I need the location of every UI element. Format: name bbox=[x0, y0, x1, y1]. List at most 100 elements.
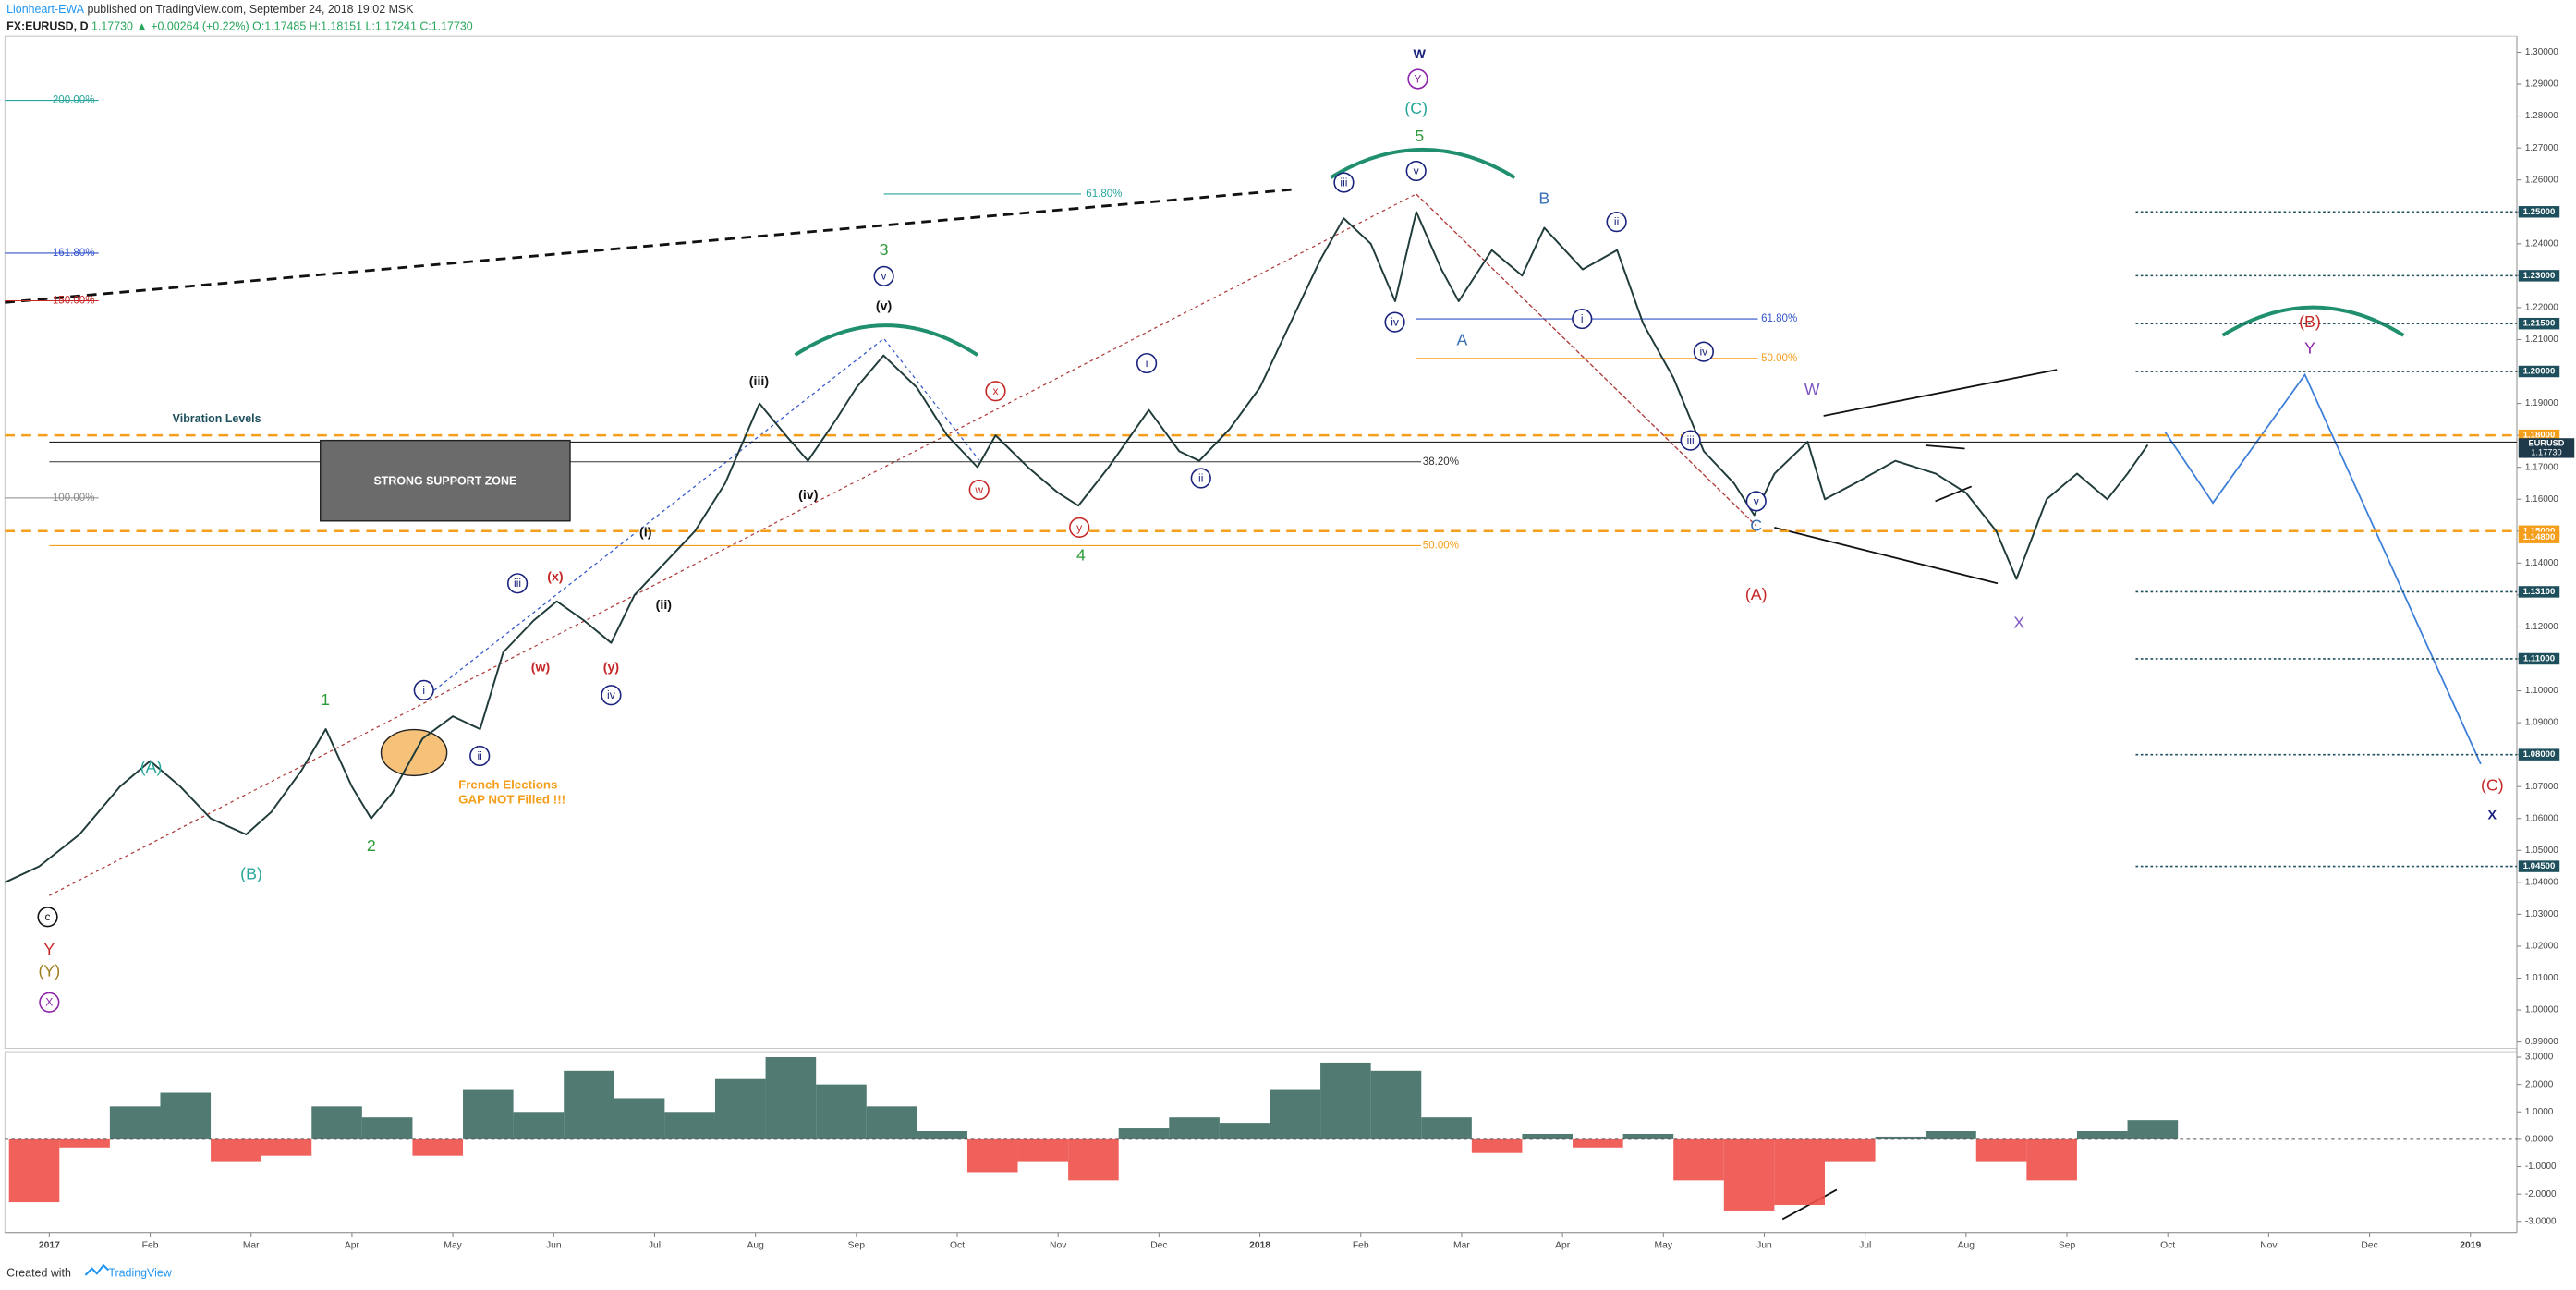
oscillator-bar bbox=[1421, 1117, 1472, 1139]
x-tick-label: Feb bbox=[1353, 1241, 1369, 1251]
oscillator-bar bbox=[1622, 1133, 1674, 1139]
level-label: 1.21500 bbox=[2523, 319, 2556, 329]
x-tick-label: Feb bbox=[142, 1241, 159, 1251]
level-label: 1.15000 bbox=[2523, 526, 2556, 536]
oscillator-bar bbox=[211, 1138, 261, 1162]
note: 61.80% bbox=[1761, 313, 1797, 324]
wave-circle bbox=[1745, 491, 1767, 512]
osc-tick-label: 3.0000 bbox=[2525, 1053, 2554, 1063]
wave-label: v bbox=[1414, 164, 1419, 177]
wave-label: A bbox=[1457, 331, 1468, 349]
oscillator-bar bbox=[1673, 1138, 1724, 1181]
x-tick-label: 2018 bbox=[1249, 1241, 1270, 1251]
y-tick-label: 1.02000 bbox=[2525, 942, 2558, 952]
note: STRONG SUPPORT ZONE bbox=[373, 474, 516, 487]
note: Vibration Levels bbox=[173, 412, 261, 425]
x-tick-label: Sep bbox=[848, 1241, 866, 1251]
wave-circle bbox=[601, 685, 622, 706]
wave-label: (v) bbox=[876, 298, 893, 313]
note: French Elections bbox=[458, 778, 557, 792]
level-label: 1.14800 bbox=[2523, 532, 2556, 542]
y-tick-label: 1.06000 bbox=[2525, 813, 2558, 823]
header-line: Lionheart-EWA published on TradingView.c… bbox=[6, 3, 414, 16]
wave-circle bbox=[1136, 352, 1158, 374]
oscillator-bar bbox=[8, 1138, 60, 1203]
oscillator-bar bbox=[765, 1056, 817, 1139]
wave-label: W bbox=[1414, 47, 1427, 62]
y-tick-label: 1.27000 bbox=[2525, 143, 2558, 153]
wave-label: W bbox=[1804, 380, 1820, 398]
oscillator-bar bbox=[714, 1078, 766, 1139]
oscillator-bar bbox=[664, 1112, 715, 1139]
wave-label: Y bbox=[43, 940, 55, 958]
oscillator-bar bbox=[412, 1138, 464, 1156]
wave-label: ii bbox=[478, 749, 482, 762]
x-tick-label: Mar bbox=[1453, 1241, 1470, 1251]
wave-label: i bbox=[1581, 312, 1584, 325]
brand-logo bbox=[84, 1263, 110, 1276]
arc bbox=[1330, 148, 1516, 179]
x-tick-label: Jul bbox=[1859, 1241, 1871, 1251]
wave-circle bbox=[469, 745, 491, 767]
y-tick-label: 1.24000 bbox=[2525, 238, 2558, 249]
wave-circle bbox=[1190, 468, 1211, 489]
last-price-label: 1.17730 bbox=[2531, 447, 2561, 456]
wave-label: X bbox=[45, 996, 53, 1009]
wave-label: (Y) bbox=[38, 961, 60, 980]
wave-label: iii bbox=[514, 577, 521, 590]
level-tag bbox=[2518, 270, 2560, 282]
wave-label: Y bbox=[1414, 72, 1421, 85]
level-tag bbox=[2518, 652, 2560, 665]
y-tick-label: 1.19000 bbox=[2525, 398, 2558, 408]
footer-created: Created with bbox=[6, 1266, 71, 1279]
wave-label: x bbox=[992, 384, 998, 397]
author[interactable]: Lionheart-EWA bbox=[6, 3, 85, 16]
note: 100.00% bbox=[53, 493, 95, 504]
osc-tick-label: -2.0000 bbox=[2525, 1189, 2557, 1199]
level-label: 1.11000 bbox=[2523, 654, 2555, 664]
triangle-line bbox=[1823, 369, 2058, 417]
oscillator-bar bbox=[1774, 1138, 1825, 1206]
osc-tick-label: 2.0000 bbox=[2525, 1079, 2554, 1089]
wave-label: (iv) bbox=[798, 488, 819, 503]
y-tick-label: 1.30000 bbox=[2525, 47, 2558, 57]
y-tick-label: 1.01000 bbox=[2525, 973, 2558, 983]
footer-brand[interactable]: TradingView bbox=[108, 1266, 172, 1279]
oscillator-bar bbox=[1471, 1138, 1523, 1153]
x-tick-label: Oct bbox=[2160, 1241, 2175, 1251]
oscillator-bar bbox=[1723, 1138, 1775, 1211]
wave-circle bbox=[1606, 212, 1627, 233]
last-price-tag bbox=[2518, 438, 2575, 458]
level-label: 1.18000 bbox=[2523, 431, 2556, 441]
wave-label: (A) bbox=[140, 758, 163, 776]
wave-circle bbox=[985, 381, 1006, 402]
wave-label: (C) bbox=[2481, 775, 2504, 794]
level-tag bbox=[2518, 586, 2560, 598]
wave-label: ii bbox=[1614, 215, 1619, 228]
oscillator-bar bbox=[2026, 1138, 2077, 1181]
oscillator-bar bbox=[311, 1106, 362, 1139]
note: GAP NOT Filled !!! bbox=[458, 793, 565, 807]
y-tick-label: 1.16000 bbox=[2525, 494, 2558, 505]
triangle-line bbox=[1774, 527, 1999, 585]
x-tick-label: 2019 bbox=[2460, 1241, 2481, 1251]
oscillator-bar bbox=[261, 1138, 312, 1156]
price-line bbox=[4, 211, 2149, 883]
last-price-name: EURUSD bbox=[2528, 438, 2564, 447]
oscillator-bar bbox=[1219, 1123, 1270, 1139]
y-tick-label: 1.07000 bbox=[2525, 782, 2558, 792]
note: 50.00% bbox=[1761, 353, 1797, 364]
oscillator-bar bbox=[2076, 1131, 2128, 1139]
y-tick-label: 1.29000 bbox=[2525, 79, 2558, 90]
note: 50.00% bbox=[1423, 540, 1459, 551]
x-tick-label: May bbox=[1655, 1241, 1673, 1251]
level-label: 1.23000 bbox=[2523, 271, 2556, 281]
marks: 1.30000 1.29000 1.28000 1.27000 1.26000 1.250… bbox=[4, 47, 2575, 1251]
oscillator-bar bbox=[1118, 1128, 1170, 1139]
level-label: 1.25000 bbox=[2523, 207, 2556, 217]
trend-line bbox=[5, 188, 1298, 304]
wave-circle bbox=[1405, 160, 1427, 182]
oscillator-bar bbox=[109, 1106, 161, 1139]
wave-label: C bbox=[1750, 517, 1762, 535]
wave-label: v bbox=[881, 270, 887, 283]
